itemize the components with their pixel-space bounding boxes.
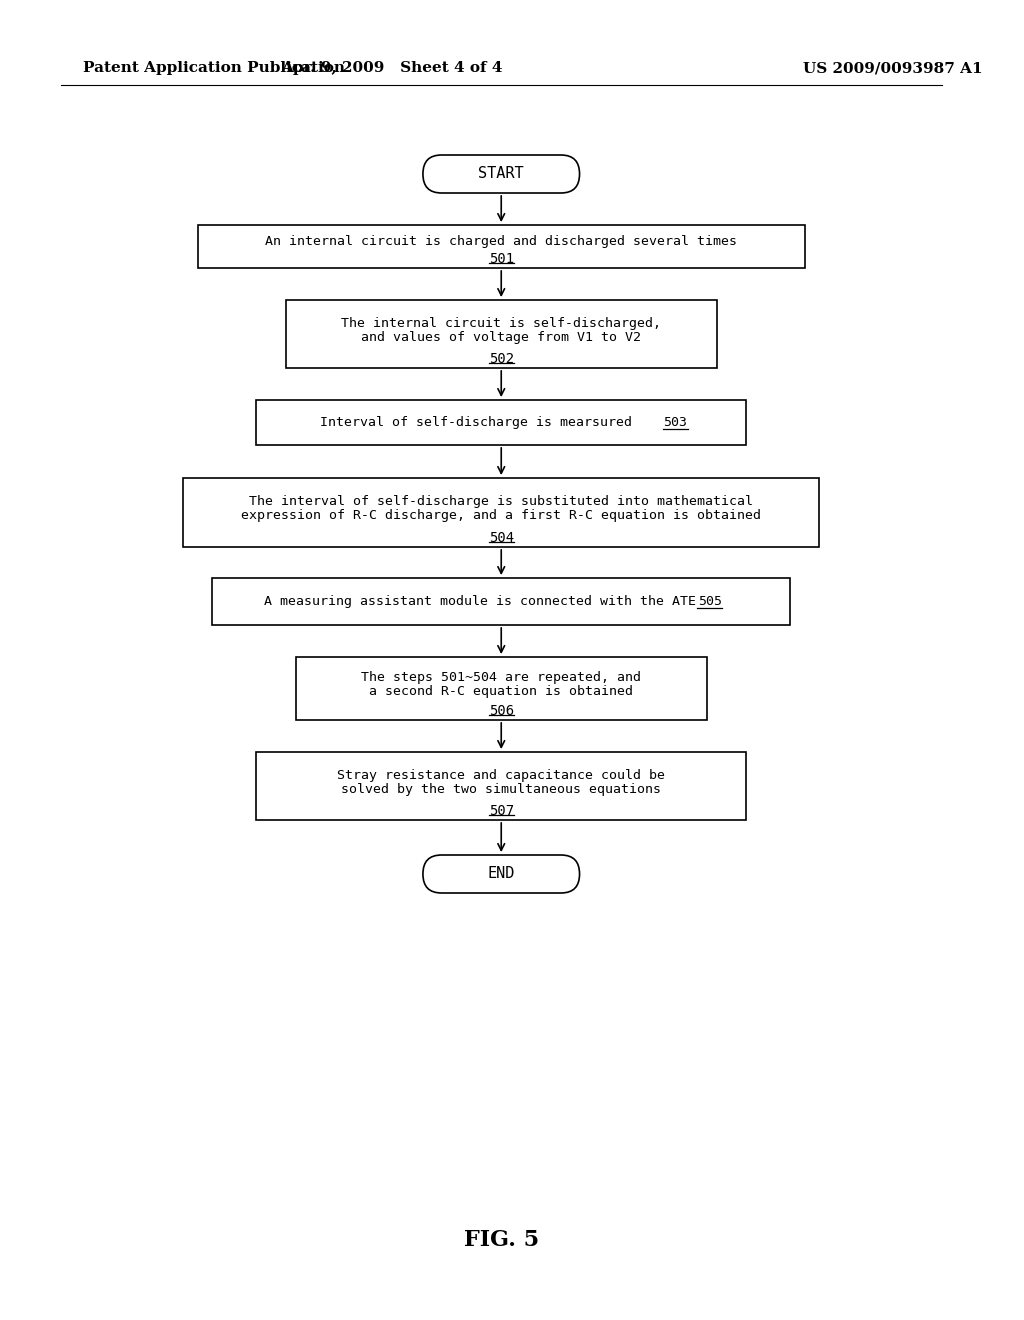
Text: 503: 503 [664, 416, 687, 429]
Text: 506: 506 [488, 704, 514, 718]
Text: Apr. 9, 2009   Sheet 4 of 4: Apr. 9, 2009 Sheet 4 of 4 [281, 61, 503, 75]
Bar [212, 578, 791, 624]
Text: END: END [487, 866, 515, 882]
Text: A measuring assistant module is connected with the ATE: A measuring assistant module is connecte… [263, 595, 703, 609]
Text: Patent Application Publication: Patent Application Publication [83, 61, 345, 75]
Text: The steps 501~504 are repeated, and: The steps 501~504 are repeated, and [361, 671, 641, 684]
Text: 507: 507 [488, 804, 514, 818]
Text: Stray resistance and capacitance could be: Stray resistance and capacitance could b… [337, 768, 666, 781]
Text: The interval of self-discharge is substituted into mathematical: The interval of self-discharge is substi… [249, 495, 754, 508]
FancyBboxPatch shape [423, 855, 580, 894]
Text: 502: 502 [488, 352, 514, 366]
Text: expression of R-C discharge, and a first R-C equation is obtained: expression of R-C discharge, and a first… [242, 510, 761, 521]
Text: The internal circuit is self-discharged,: The internal circuit is self-discharged, [341, 317, 662, 330]
Bar [296, 657, 707, 719]
Text: FIG. 5: FIG. 5 [464, 1229, 539, 1251]
Bar [286, 300, 717, 368]
Bar [198, 224, 805, 268]
Text: START: START [478, 166, 524, 181]
Bar [183, 478, 819, 546]
FancyBboxPatch shape [423, 154, 580, 193]
Text: 501: 501 [488, 252, 514, 267]
Text: US 2009/0093987 A1: US 2009/0093987 A1 [803, 61, 982, 75]
Bar [256, 752, 745, 820]
Text: solved by the two simultaneous equations: solved by the two simultaneous equations [341, 783, 662, 796]
Text: Interval of self-discharge is mearsured: Interval of self-discharge is mearsured [319, 416, 640, 429]
Text: 505: 505 [697, 595, 722, 609]
Text: 504: 504 [488, 531, 514, 545]
Text: a second R-C equation is obtained: a second R-C equation is obtained [370, 685, 633, 698]
Bar [256, 400, 745, 445]
Text: An internal circuit is charged and discharged several times: An internal circuit is charged and disch… [265, 235, 737, 248]
Text: and values of voltage from V1 to V2: and values of voltage from V1 to V2 [361, 330, 641, 343]
